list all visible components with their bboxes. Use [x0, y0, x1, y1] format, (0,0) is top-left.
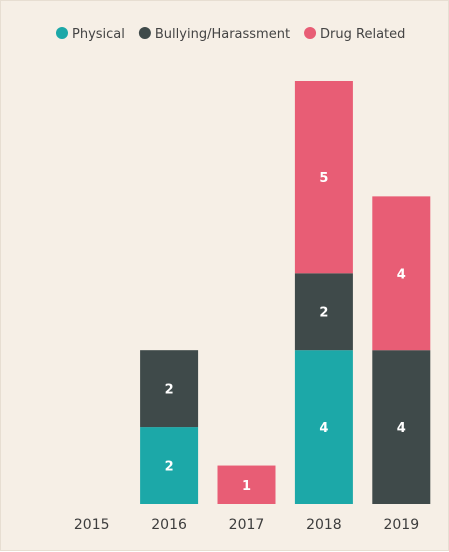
- x-tick-2016: 2016: [151, 517, 187, 533]
- x-tick-2018: 2018: [306, 517, 342, 533]
- legend-marker-drug-related[interactable]: [304, 27, 317, 39]
- legend-label-drug-related[interactable]: Drug Related: [320, 27, 405, 42]
- bar-bullying-harassment-2019[interactable]: [372, 350, 431, 504]
- bar-drug-related-2017[interactable]: [217, 465, 276, 504]
- bars: 2 2 1 4 2 5 4 4: [140, 81, 431, 504]
- bar-drug-related-2018[interactable]: [294, 81, 353, 274]
- legend-marker-physical[interactable]: [56, 27, 68, 39]
- data-label-drug-related-2019: 4: [397, 267, 406, 282]
- x-tick-2019: 2019: [383, 517, 419, 533]
- data-label-bullying-harassment-2016: 2: [165, 383, 174, 398]
- legend-label-bullying-harassment[interactable]: Bullying/Harassment: [155, 27, 290, 42]
- bar-bullying-harassment-2016[interactable]: [140, 350, 199, 428]
- x-tick-2015: 2015: [74, 517, 110, 533]
- data-label-drug-related-2018: 5: [319, 171, 328, 186]
- bar-drug-related-2019[interactable]: [372, 196, 431, 351]
- data-label-bullying-harassment-2018: 2: [319, 306, 328, 321]
- legend: Physical Bullying/Harassment Drug Related: [56, 27, 405, 42]
- x-tick-2017: 2017: [229, 517, 265, 533]
- legend-label-physical[interactable]: Physical: [72, 27, 125, 42]
- bar-physical-2016[interactable]: [140, 427, 199, 504]
- data-label-drug-related-2017: 1: [242, 479, 251, 494]
- bar-physical-2018[interactable]: [294, 350, 353, 504]
- legend-marker-bullying-harassment[interactable]: [138, 27, 151, 39]
- data-label-bullying-harassment-2019: 4: [397, 421, 406, 436]
- data-label-physical-2016: 2: [165, 460, 174, 475]
- bar-bullying-harassment-2018[interactable]: [294, 273, 353, 351]
- data-label-physical-2018: 4: [319, 421, 328, 436]
- x-axis-ticks: 2015 2016 2017 2018 2019: [74, 517, 419, 533]
